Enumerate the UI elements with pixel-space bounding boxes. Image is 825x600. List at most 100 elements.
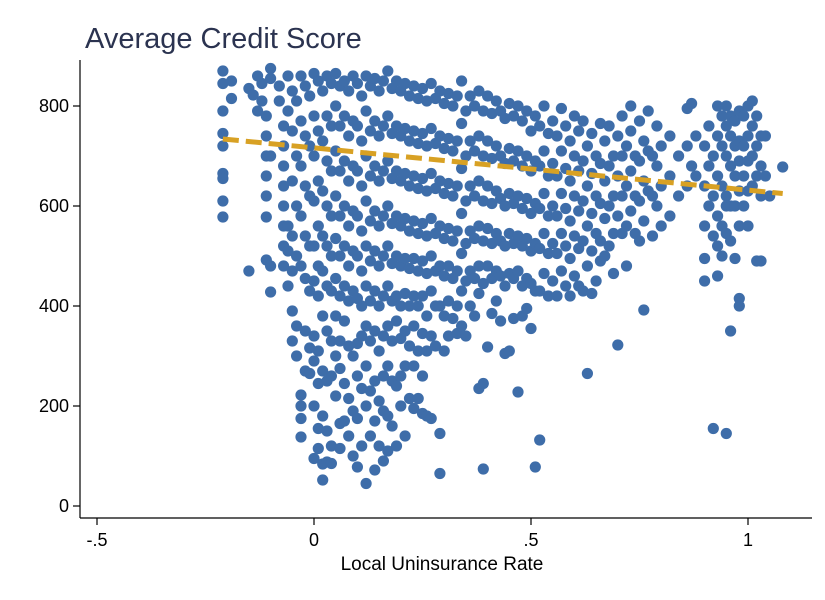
data-point xyxy=(456,207,468,220)
data-point xyxy=(581,180,594,192)
data-point xyxy=(646,150,659,162)
data-point xyxy=(460,330,472,342)
data-point xyxy=(456,247,468,260)
data-point xyxy=(751,140,763,152)
data-point xyxy=(373,345,385,357)
fit-line xyxy=(222,136,783,196)
data-point xyxy=(464,90,476,102)
data-point xyxy=(434,467,446,480)
data-point xyxy=(416,255,429,267)
data-point xyxy=(438,270,450,282)
data-point xyxy=(625,205,637,217)
data-point xyxy=(516,202,528,215)
data-point xyxy=(503,187,515,200)
data-point xyxy=(759,130,772,142)
data-point xyxy=(312,220,324,232)
data-point xyxy=(356,90,368,102)
data-point xyxy=(278,260,290,272)
data-point xyxy=(438,187,450,200)
data-point xyxy=(364,125,376,137)
data-point xyxy=(712,170,724,182)
data-point xyxy=(699,220,711,232)
data-point xyxy=(746,150,758,162)
data-point xyxy=(625,125,637,137)
data-point xyxy=(725,235,737,247)
data-point xyxy=(356,330,368,342)
data-point xyxy=(295,210,307,222)
data-point xyxy=(529,461,541,473)
data-point xyxy=(534,202,546,215)
data-point xyxy=(425,412,437,425)
data-point xyxy=(343,85,355,97)
data-point xyxy=(495,270,507,282)
data-point xyxy=(343,220,355,232)
data-point xyxy=(651,200,663,212)
data-point xyxy=(408,252,420,265)
data-point xyxy=(421,185,433,197)
data-point xyxy=(343,130,355,142)
data-point xyxy=(360,70,372,82)
data-point xyxy=(338,415,350,427)
data-point xyxy=(568,150,581,162)
data-point xyxy=(403,135,416,147)
data-point xyxy=(612,210,624,222)
data-point xyxy=(564,215,576,227)
data-point xyxy=(369,464,381,476)
data-point xyxy=(338,110,350,122)
data-point xyxy=(382,445,394,457)
data-points xyxy=(217,62,789,490)
data-point xyxy=(282,70,294,82)
data-point xyxy=(555,102,568,115)
data-point xyxy=(564,175,576,187)
data-point xyxy=(416,172,429,185)
data-point xyxy=(408,215,420,227)
data-point xyxy=(542,127,555,140)
data-point xyxy=(334,362,346,375)
data-point xyxy=(442,330,455,342)
data-point xyxy=(390,210,403,222)
data-point xyxy=(460,275,472,287)
data-point xyxy=(633,235,646,247)
data-point xyxy=(551,290,563,302)
data-point xyxy=(486,307,498,320)
data-point xyxy=(312,75,324,87)
data-point xyxy=(295,431,307,443)
data-point xyxy=(607,190,620,202)
data-point xyxy=(416,290,429,302)
data-point xyxy=(638,135,650,147)
data-point xyxy=(551,210,563,222)
data-point xyxy=(382,200,394,212)
data-point xyxy=(295,412,307,425)
data-point xyxy=(555,265,568,277)
data-point xyxy=(312,175,324,187)
data-point xyxy=(382,320,394,332)
data-point xyxy=(395,370,407,382)
data-point xyxy=(507,312,520,325)
data-point xyxy=(564,135,576,147)
data-point xyxy=(521,232,533,245)
data-point xyxy=(720,190,732,202)
data-point xyxy=(482,222,494,235)
data-point xyxy=(720,100,732,112)
data-point xyxy=(373,85,385,97)
data-point xyxy=(712,210,724,222)
data-point xyxy=(542,247,555,260)
data-point xyxy=(325,250,337,262)
data-point xyxy=(425,167,437,180)
data-point xyxy=(633,195,646,207)
data-point xyxy=(612,339,624,351)
data-point xyxy=(338,75,350,87)
data-point xyxy=(295,70,307,82)
data-point xyxy=(399,287,411,300)
data-point xyxy=(442,222,455,235)
data-point xyxy=(364,385,376,397)
data-point xyxy=(217,195,229,207)
data-point xyxy=(442,87,455,100)
data-point xyxy=(673,150,685,162)
data-point xyxy=(560,120,572,132)
data-point xyxy=(334,250,346,262)
data-point xyxy=(278,120,290,132)
data-point xyxy=(343,392,355,405)
data-point xyxy=(482,260,494,272)
